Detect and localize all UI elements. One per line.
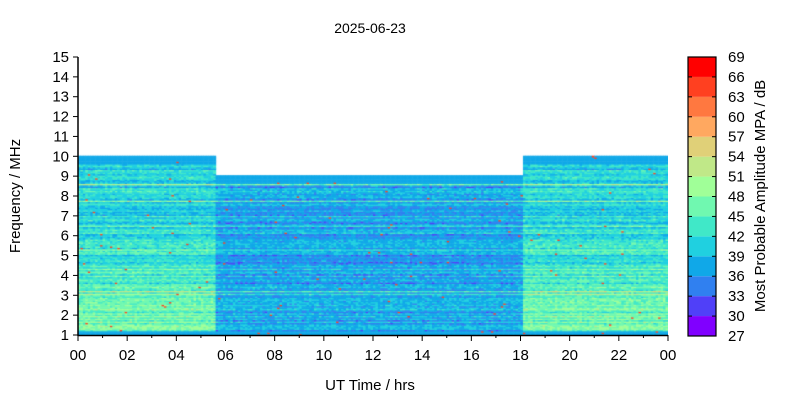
- y-tick-label: 10: [52, 148, 69, 165]
- colorbar-tick-label: 42: [728, 228, 745, 245]
- x-tick-label: 04: [168, 347, 185, 364]
- x-tick-label: 02: [119, 347, 136, 364]
- colorbar-swatch: [688, 116, 716, 137]
- y-tick-label: 1: [61, 327, 69, 344]
- x-tick-label: 14: [414, 347, 431, 364]
- colorbar-tick-label: 39: [728, 248, 745, 265]
- colorbar-swatch: [688, 236, 716, 257]
- colorbar-tick-label: 27: [728, 328, 745, 345]
- colorbar-tick-label: 30: [728, 308, 745, 325]
- colorbar-tick-label: 48: [728, 189, 745, 206]
- colorbar-tick-label: 33: [728, 288, 745, 305]
- colorbar-swatch: [688, 196, 716, 217]
- y-tick-label: 13: [52, 89, 69, 106]
- x-tick-label: 10: [315, 347, 332, 364]
- colorbar-tick-label: 60: [728, 109, 745, 126]
- colorbar-swatch: [688, 176, 716, 197]
- colorbar-label: Most Probable Amplitude MPA / dB: [752, 80, 769, 312]
- colorbar-tick-label: 57: [728, 129, 745, 146]
- colorbar-tick-label: 54: [728, 149, 745, 166]
- y-tick-label: 3: [61, 287, 69, 304]
- y-tick-label: 5: [61, 248, 69, 265]
- colorbar-swatch: [688, 57, 716, 77]
- colorbar-tick-label: 45: [728, 208, 745, 225]
- colorbar-swatch: [688, 256, 716, 277]
- colorbar-swatch: [688, 76, 716, 97]
- y-tick-label: 9: [61, 168, 69, 185]
- y-tick-label: 15: [52, 49, 69, 66]
- y-tick-label: 8: [61, 188, 69, 205]
- x-axis-label: UT Time / hrs: [325, 377, 415, 394]
- colorbar-swatch: [688, 316, 716, 336]
- colorbar-swatch: [688, 96, 716, 117]
- y-axis-label: Frequency / MHz: [7, 139, 24, 253]
- y-tick-label: 6: [61, 228, 69, 245]
- colorbar-tick-label: 63: [728, 89, 745, 106]
- y-tick-label: 4: [61, 267, 69, 284]
- colorbar-tick-label: 51: [728, 169, 745, 186]
- colorbar-tick-label: 66: [728, 69, 745, 86]
- x-tick-label: 22: [610, 347, 627, 364]
- x-tick-label: 20: [561, 347, 578, 364]
- x-tick-label: 08: [266, 347, 283, 364]
- y-tick-label: 11: [53, 128, 69, 145]
- heatmap-cells: [78, 57, 668, 335]
- x-tick-label: 00: [70, 347, 87, 364]
- x-tick-label: 06: [217, 347, 234, 364]
- x-tick-label: 00: [660, 347, 677, 364]
- colorbar-swatch: [688, 296, 716, 317]
- x-tick-label: 16: [463, 347, 480, 364]
- colorbar-tick-label: 69: [728, 49, 745, 66]
- colorbar-swatch: [688, 136, 716, 157]
- colorbar-swatch: [688, 216, 716, 237]
- colorbar-swatch: [688, 276, 716, 297]
- x-tick-label: 12: [365, 347, 382, 364]
- y-tick-label: 7: [61, 208, 69, 225]
- y-tick-label: 12: [52, 109, 69, 126]
- chart-title: 2025-06-23: [334, 20, 406, 36]
- y-tick-label: 2: [61, 307, 69, 324]
- colorbar-tick-label: 36: [728, 268, 745, 285]
- y-tick-label: 14: [52, 69, 69, 86]
- x-tick-label: 18: [512, 347, 529, 364]
- colorbar-swatch: [688, 156, 716, 177]
